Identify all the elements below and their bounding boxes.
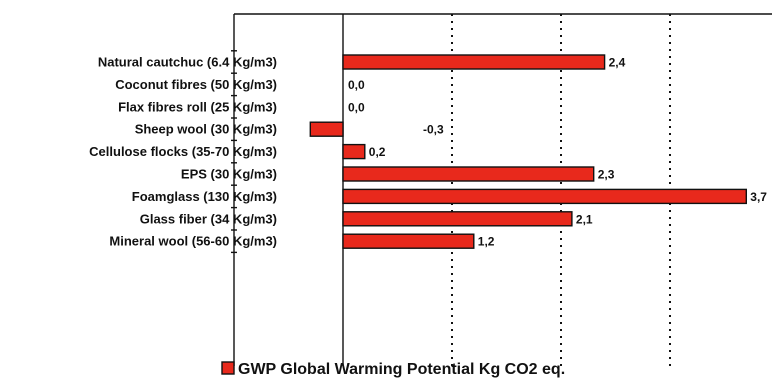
axis-layer xyxy=(231,13,772,366)
category-label: Sheep wool (30 Kg/m3) xyxy=(135,122,277,137)
bar xyxy=(342,211,573,227)
data-label: -0,3 xyxy=(423,123,444,137)
bar xyxy=(342,188,747,205)
bar xyxy=(342,143,366,160)
data-label: 2,4 xyxy=(609,56,626,70)
category-label: Foamglass (130 Kg/m3) xyxy=(132,189,277,204)
category-label: EPS (30 Kg/m3) xyxy=(181,167,277,182)
category-label: Mineral wool (56-60 Kg/m3) xyxy=(109,234,277,249)
data-label: 3,7 xyxy=(750,190,767,204)
data-label: 0,0 xyxy=(348,100,365,114)
category-label: Coconut fibres (50 Kg/m3) xyxy=(115,77,277,92)
data-label: 0,0 xyxy=(348,78,365,92)
category-label: Cellulose flocks (35-70 Kg/m3) xyxy=(89,144,277,159)
data-label: 2,3 xyxy=(598,168,615,182)
category-label: Flax fibres roll (25 Kg/m3) xyxy=(118,99,277,114)
bar xyxy=(342,54,606,70)
legend: GWP Global Warming Potential Kg CO2 eq. xyxy=(221,361,565,378)
data-label: 1,2 xyxy=(478,235,495,249)
category-label: Natural cautchuc (6.4 Kg/m3) xyxy=(98,55,277,70)
bar-layer xyxy=(309,54,747,249)
label-layer: Natural cautchuc (6.4 Kg/m3) 2,4 Coconut f… xyxy=(89,55,767,249)
legend-swatch xyxy=(221,361,235,375)
bar xyxy=(309,121,344,137)
category-label: Glass fiber (34 Kg/m3) xyxy=(140,211,277,226)
bar xyxy=(342,233,475,249)
legend-label: GWP Global Warming Potential Kg CO2 eq. xyxy=(238,361,565,378)
bar xyxy=(342,166,595,182)
data-label: 0,2 xyxy=(369,145,386,159)
data-label: 2,1 xyxy=(576,212,593,226)
